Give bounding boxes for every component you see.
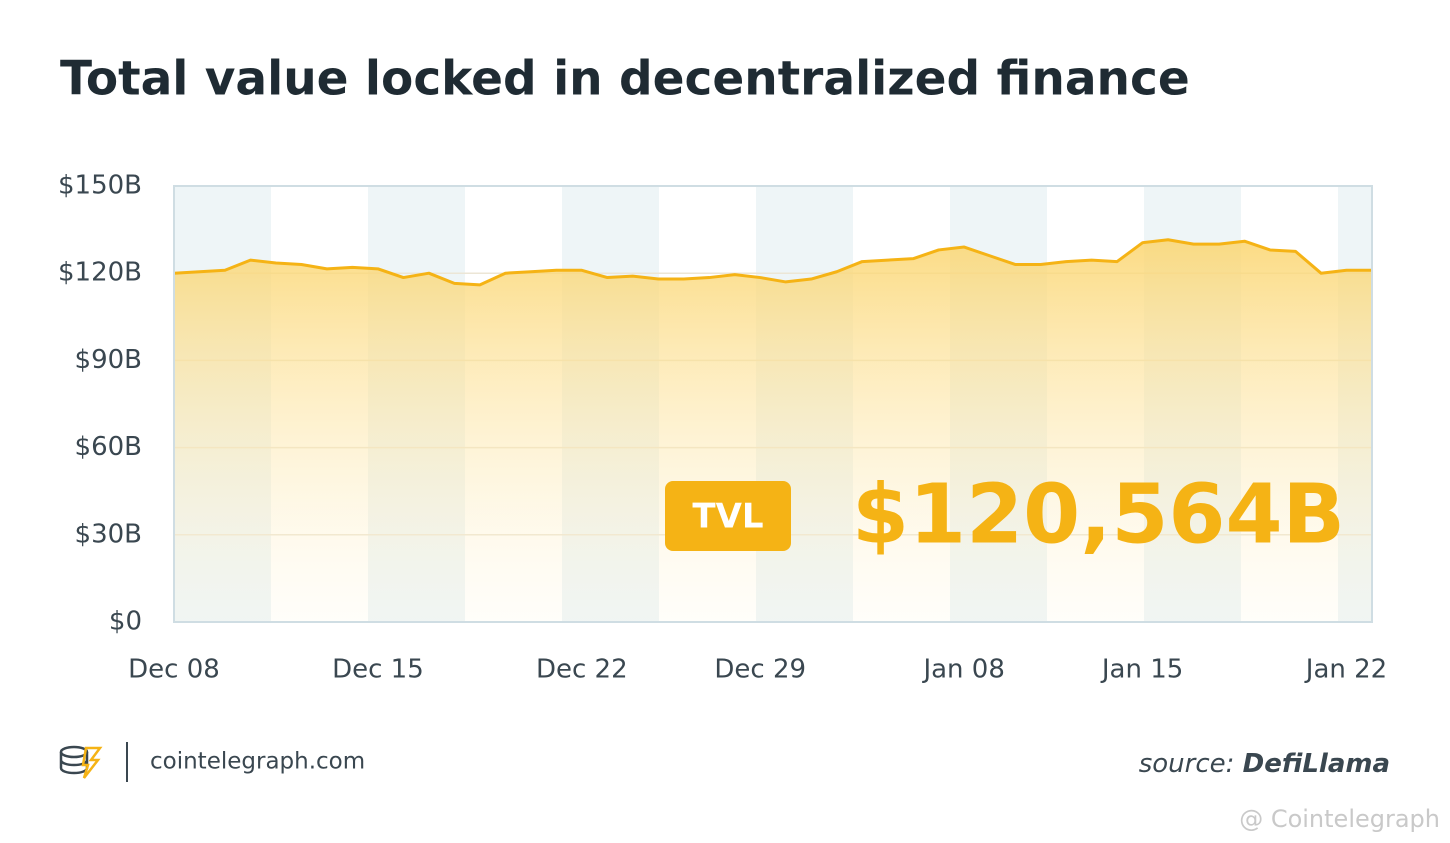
y-tick-label: $30B [75,519,142,549]
plot-frame [173,185,1373,623]
annotation-value: $120,564B [852,467,1345,562]
x-tick-label: Jan 22 [1304,655,1387,685]
area [174,239,1372,623]
x-tick-label: Dec 29 [714,655,806,685]
line [173,238,1372,287]
chart-title: Total value locked in decentralized fina… [60,52,1190,107]
x-tick-label: Jan 15 [1100,655,1183,685]
y-tick-label: $90B [75,345,142,375]
x-tick-label: Dec 08 [128,655,220,685]
logo [59,745,103,779]
site-name: cointelegraph.com [150,749,365,775]
x-tick-label: Jan 08 [921,655,1004,685]
source-prefix: source: [1139,749,1235,779]
source: source: DefiLlama [1139,749,1390,779]
badge [665,481,791,551]
x-tick-label: Dec 22 [536,655,628,685]
x-tick-label: Dec 15 [332,655,424,685]
y-tick-label: $60B [75,432,142,462]
y-tick-label: $120B [58,258,142,288]
watermark: @ Cointelegraph [1239,805,1440,833]
source-name: DefiLlama [1243,749,1390,779]
y-tick-label: $150B [58,171,142,201]
y-tick-label: $0 [109,607,142,637]
badge-label: TVL [692,497,763,537]
